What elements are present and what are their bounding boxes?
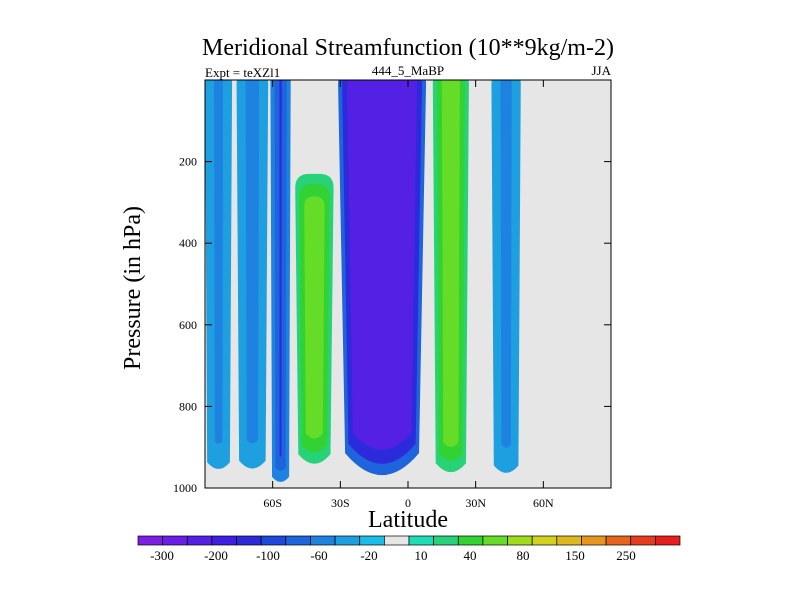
run-label: 444_5_MaBP: [372, 63, 444, 78]
colorbar-swatch: [186, 535, 213, 546]
plot-area: [205, 80, 611, 488]
y-axis-label: Pressure (in hPa): [120, 206, 146, 370]
x-tick-label: 0: [405, 496, 411, 510]
south-ferrel-cell-core: [304, 196, 325, 439]
colorbar-swatch: [556, 535, 582, 546]
colorbar-swatch: [581, 535, 607, 546]
south-midlat-cell-core: [245, 80, 260, 444]
x-tick-label: 30S: [331, 496, 350, 510]
colorbar-label: -300: [150, 548, 174, 563]
contour-layer: [205, 80, 521, 482]
colorbar-swatch: [507, 535, 533, 546]
colorbar-swatch: [260, 535, 287, 546]
y-tick-label: 1000: [173, 481, 197, 495]
colorbar-swatch: [605, 535, 632, 546]
y-tick-label: 200: [179, 155, 197, 169]
colorbar-swatch: [630, 535, 656, 546]
south-hadley-cell-core: [347, 80, 418, 450]
y-tick-label: 400: [179, 236, 197, 250]
colorbar-label: -20: [360, 548, 377, 563]
colorbar-label: -60: [310, 548, 327, 563]
chart-title: Meridional Streamfunction (10**9kg/m-2): [202, 35, 614, 61]
colorbar-swatch: [359, 535, 385, 546]
colorbar-swatch: [137, 535, 163, 546]
colorbar: -300 -200 -100 -60 -20 10 40 80 150 250: [137, 535, 681, 563]
north-hadley-cell-core: [441, 80, 460, 447]
colorbar-swatch: [655, 535, 681, 546]
x-axis-label: Latitude: [368, 507, 448, 533]
x-tick-label: 60S: [263, 496, 282, 510]
colorbar-label: 150: [565, 548, 585, 563]
colorbar-swatch: [211, 535, 237, 546]
south-jet-cell-core: [279, 80, 282, 457]
colorbar-swatch: [162, 535, 188, 546]
colorbar-label: 40: [464, 548, 477, 563]
colorbar-swatch: [433, 535, 459, 546]
colorbar-swatch: [334, 535, 361, 546]
y-tick-label: 800: [179, 399, 197, 413]
colorbar-swatch: [285, 535, 311, 546]
north-midlat-cell-core: [500, 80, 512, 448]
polar-south-cell-core: [214, 80, 224, 444]
colorbar-swatch: [482, 535, 508, 546]
colorbar-swatch: [457, 535, 484, 546]
y-tick-label: 600: [179, 318, 197, 332]
x-tick-label: 30N: [465, 496, 486, 510]
colorbar-swatch: [408, 535, 434, 546]
colorbar-label: 10: [415, 548, 428, 563]
colorbar-swatch: [384, 535, 410, 546]
colorbar-swatch: [236, 535, 262, 546]
colorbar-label: -100: [256, 548, 280, 563]
colorbar-label: 250: [616, 548, 636, 563]
colorbar-label: 80: [517, 548, 530, 563]
axes: 60S 30S 0 30N 60N 200 400 600 800 1000: [173, 79, 612, 510]
x-tick-label: 60N: [533, 496, 554, 510]
colorbar-swatch: [531, 535, 558, 546]
colorbar-label: -200: [204, 548, 228, 563]
experiment-label: Expt = teXZl1: [205, 65, 280, 80]
season-label: JJA: [591, 63, 611, 78]
colorbar-swatch: [310, 535, 336, 546]
